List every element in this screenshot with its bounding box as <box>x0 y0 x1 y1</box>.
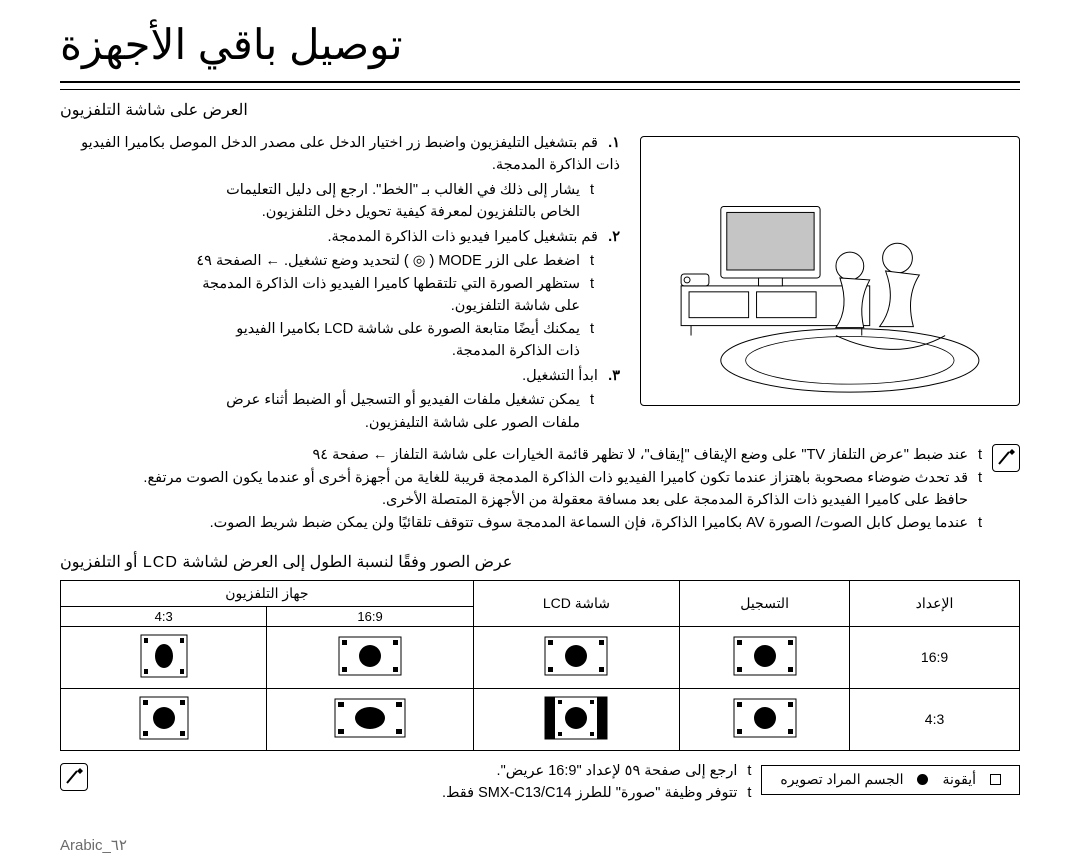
step-text: قم بتشغيل التليفزيون واضبط زر اختيار الد… <box>81 135 620 173</box>
body-row: ١. قم بتشغيل التليفزيون واضبط زر اختيار … <box>60 130 1020 434</box>
footer-note-line: tارجع إلى صفحة ٥٩ لإعداد "16:9 عريض". <box>98 761 751 783</box>
step-sub-text: اضغط على الزر MODE ( ◎ ) لتحديد وضع تشغي… <box>196 253 580 269</box>
step-1: ١. قم بتشغيل التليفزيون واضبط زر اختيار … <box>60 132 620 177</box>
note-text: tعند ضبط "عرض التلفاز TV" على وضع الإيقا… <box>60 444 982 534</box>
frame-wide-icon <box>544 636 608 676</box>
frame-wide-stretched-icon <box>334 698 406 738</box>
table-row: 16:9 <box>61 626 1020 688</box>
step-number: ٣. <box>602 365 620 387</box>
legend-wrap: أيقونة الجسم المراد تصويره <box>761 761 1020 795</box>
note-line: tعندما يوصل كابل الصوت/ الصورة AV بكامير… <box>60 512 982 534</box>
instruction-column: ١. قم بتشغيل التليفزيون واضبط زر اختيار … <box>60 130 620 434</box>
th-tv: جهاز التلفزيون <box>61 580 474 606</box>
ratio-169: 16:9 <box>850 626 1020 688</box>
cell-tv43-169 <box>61 626 267 688</box>
frame-pillarbox-icon <box>544 696 608 740</box>
step-sub-text: على شاشة التلفزيون. <box>451 298 580 314</box>
legend-square-icon <box>990 774 1001 785</box>
note-line-text: قد تحدث ضوضاء مصحوبة باهتزاز عندما تكون … <box>143 470 968 486</box>
page-number: Arabic_٦٢ <box>60 836 127 854</box>
step-3-sub-b: ملفات الصور على شاشة التليفزيون. <box>60 412 620 434</box>
footer-row: tارجع إلى صفحة ٥٩ لإعداد "16:9 عريض". tت… <box>60 761 1020 805</box>
step-sub-text: يمكن تشغيل ملفات الفيديو أو التسجيل أو ا… <box>226 392 580 408</box>
footer-note-line: tتتوفر وظيفة "صورة" للطرز SMX-C13/C14 فق… <box>98 783 751 805</box>
rule-thick <box>60 81 1020 83</box>
cell-recording-169 <box>680 626 850 688</box>
step-1-sub-b: الخاص بالتلفزيون لمعرفة كيفية تحويل دخل … <box>60 201 620 223</box>
section2-title: عرض الصور وفقًا لنسبة الطول إلى العرض لش… <box>60 552 1020 572</box>
legend-icon-label: أيقونة <box>942 771 976 788</box>
th-setting: الإعداد <box>850 580 1020 626</box>
ratio-43: 4:3 <box>850 688 1020 750</box>
cell-recording-43 <box>680 688 850 750</box>
figure-column <box>640 130 1020 434</box>
step-number: ١. <box>602 132 620 154</box>
step-2-sub-e: ذات الذاكرة المدمجة. <box>60 340 620 362</box>
footer-note-text: تتوفر وظيفة "صورة" للطرز SMX-C13/C14 فقط… <box>442 785 737 801</box>
frame-43-icon <box>139 696 189 740</box>
note-icon <box>60 763 88 791</box>
cell-tv169-43 <box>267 688 473 750</box>
step-number: ٢. <box>602 226 620 248</box>
step-sub-text: يمكنك أيضًا متابعة الصورة على شاشة LCD ب… <box>236 321 580 337</box>
step-sub-text: ستظهر الصورة التي تلتقطها كاميرا الفيديو… <box>202 276 580 292</box>
step-text: قم بتشغيل كاميرا فيديو ذات الذاكرة المدم… <box>327 229 597 245</box>
section-subtitle: العرض على شاشة التلفزيون <box>60 100 1020 120</box>
step-text: ابدأ التشغيل. <box>522 368 598 384</box>
cell-lcd-169 <box>473 626 679 688</box>
legend-circle-icon <box>917 774 928 785</box>
living-room-illustration <box>640 136 1020 406</box>
page-title: توصيل باقي الأجهزة <box>60 20 1020 77</box>
frame-wide-icon <box>338 636 402 676</box>
note-icon <box>992 444 1020 472</box>
th-tv-169: 16:9 <box>267 606 473 626</box>
note-block: tعند ضبط "عرض التلفاز TV" على وضع الإيقا… <box>60 444 1020 534</box>
th-tv-43: 4:3 <box>61 606 267 626</box>
step-2: ٢. قم بتشغيل كاميرا فيديو ذات الذاكرة ال… <box>60 226 620 248</box>
note-line-text: عندما يوصل كابل الصوت/ الصورة AV بكاميرا… <box>210 515 968 531</box>
footer-notes: tارجع إلى صفحة ٥٩ لإعداد "16:9 عريض". tت… <box>98 761 751 805</box>
step-sub-text: الخاص بالتلفزيون لمعرفة كيفية تحويل دخل … <box>262 204 580 220</box>
step-1-sub-a: tيشار إلى ذلك في الغالب بـ "الخط". ارجع … <box>60 179 620 201</box>
cell-tv43-43 <box>61 688 267 750</box>
note-line: حافظ على كاميرا الفيديو ذات الذاكرة المد… <box>60 489 982 511</box>
step-2-sub-d: tيمكنك أيضًا متابعة الصورة على شاشة LCD … <box>60 318 620 340</box>
step-3-sub-a: tيمكن تشغيل ملفات الفيديو أو التسجيل أو … <box>60 389 620 411</box>
frame-wide-icon <box>733 636 797 676</box>
note-line-text: حافظ على كاميرا الفيديو ذات الذاكرة المد… <box>382 492 968 508</box>
table-row: 4:3 <box>61 688 1020 750</box>
step-2-sub-b: tستظهر الصورة التي تلتقطها كاميرا الفيدي… <box>60 273 620 295</box>
step-2-sub-a: tاضغط على الزر MODE ( ◎ ) لتحديد وضع تشغ… <box>60 250 620 272</box>
cell-tv169-169 <box>267 626 473 688</box>
footer-note-text: ارجع إلى صفحة ٥٩ لإعداد "16:9 عريض". <box>497 763 738 779</box>
step-sub-text: ذات الذاكرة المدمجة. <box>452 343 580 359</box>
rule-thin <box>60 89 1020 90</box>
th-recording: التسجيل <box>680 580 850 626</box>
note-line: tقد تحدث ضوضاء مصحوبة باهتزاز عندما تكون… <box>60 467 982 489</box>
legend-box: أيقونة الجسم المراد تصويره <box>761 765 1020 795</box>
note-line-text: عند ضبط "عرض التلفاز TV" على وضع الإيقاف… <box>313 447 968 463</box>
step-sub-text: يشار إلى ذلك في الغالب بـ "الخط". ارجع إ… <box>226 182 580 198</box>
frame-wide-icon <box>733 698 797 738</box>
aspect-ratio-table: الإعداد التسجيل شاشة LCD جهاز التلفزيون … <box>60 580 1020 751</box>
th-lcd: شاشة LCD <box>473 580 679 626</box>
frame-43-squeezed-icon <box>140 634 188 678</box>
step-2-sub-c: على شاشة التلفزيون. <box>60 295 620 317</box>
step-sub-text: ملفات الصور على شاشة التليفزيون. <box>365 415 580 431</box>
note-line: tعند ضبط "عرض التلفاز TV" على وضع الإيقا… <box>60 444 982 466</box>
step-3: ٣. ابدأ التشغيل. <box>60 365 620 387</box>
legend-body-label: الجسم المراد تصويره <box>780 771 903 788</box>
cell-lcd-43 <box>473 688 679 750</box>
